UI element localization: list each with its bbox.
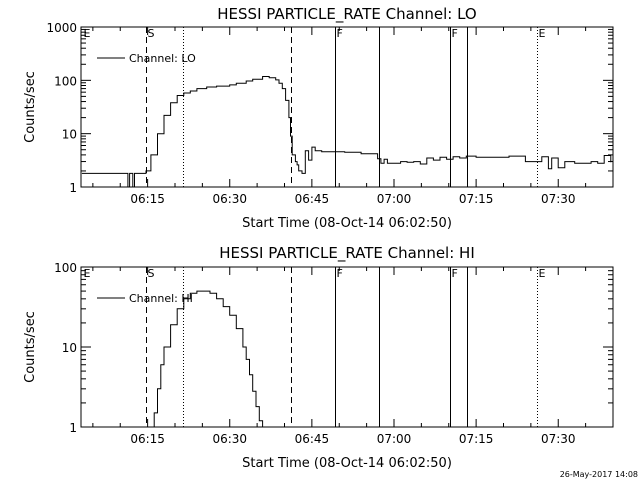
x-tick-label: 06:45 (295, 432, 330, 446)
flag-label-F: F (452, 27, 458, 40)
flag-label-S: S (148, 27, 155, 40)
y-axis-label: Counts/sec (23, 311, 38, 383)
flag-label-S: S (148, 267, 155, 280)
flag-label-F: F (452, 267, 458, 280)
x-tick-label: 07:30 (541, 192, 576, 206)
x-tick-label: 07:15 (459, 192, 494, 206)
flag-label-F: F (337, 267, 343, 280)
flag-label-E: E (84, 27, 91, 40)
x-axis-label: Start Time (08-Oct-14 06:02:50) (242, 456, 452, 471)
x-tick-label: 07:30 (541, 432, 576, 446)
series-line (152, 290, 264, 428)
y-tick-label: 1000 (46, 21, 77, 35)
flag-label-E: E (539, 267, 546, 280)
flag-label-E: E (539, 27, 546, 40)
y-axis-label: Counts/sec (23, 71, 38, 143)
x-tick-label: 07:15 (459, 432, 494, 446)
x-tick-label: 06:15 (130, 192, 165, 206)
plot-frame (80, 26, 614, 188)
x-tick-label: 07:00 (377, 192, 412, 206)
flag-label-E: E (84, 267, 91, 280)
series-line (81, 76, 612, 188)
chart-panel-1: HESSI PARTICLE_RATE Channel: HI 06:15 06:3… (23, 244, 614, 471)
x-tick-label: 06:30 (212, 192, 247, 206)
plot-frame (80, 266, 614, 428)
x-axis-label: Start Time (08-Oct-14 06:02:50) (242, 216, 452, 231)
y-tick-label: 1 (69, 181, 77, 195)
chart-title: HESSI PARTICLE_RATE Channel: HI (219, 244, 475, 263)
legend-label: Channel: HI (129, 292, 193, 305)
y-tick-label: 10 (62, 341, 77, 355)
chart-title: HESSI PARTICLE_RATE Channel: LO (217, 5, 476, 24)
chart-panel-0: HESSI PARTICLE_RATE Channel: LO 06:15 06:3… (23, 5, 614, 231)
y-tick-label: 10 (62, 128, 77, 142)
x-tick-label: 06:15 (130, 432, 165, 446)
y-tick-label: 100 (54, 74, 77, 88)
x-tick-label: 06:30 (212, 432, 247, 446)
y-tick-label: 100 (54, 261, 77, 275)
y-tick-label: 1 (69, 421, 77, 435)
timestamp-text: 26-May-2017 14:08 (559, 470, 638, 479)
x-tick-label: 06:45 (295, 192, 330, 206)
legend-label: Channel: LO (129, 52, 196, 65)
x-tick-label: 07:00 (377, 432, 412, 446)
flag-label-F: F (337, 27, 343, 40)
